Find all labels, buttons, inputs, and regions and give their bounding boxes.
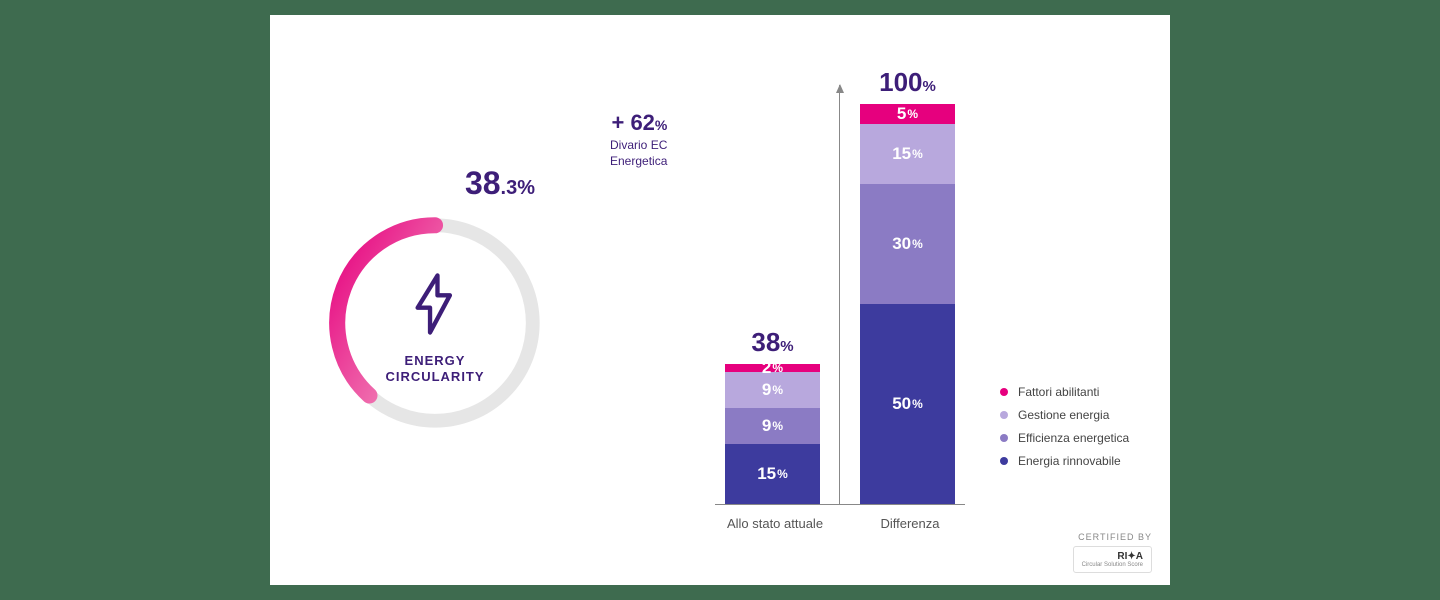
bar-xlabel-current: Allo stato attuale — [715, 516, 835, 531]
legend-dot — [1000, 434, 1008, 442]
bar-segment: 50% — [860, 304, 955, 504]
cert-badge: RI✦A Circular Solution Score — [1073, 546, 1152, 573]
bar-segment: 15% — [725, 444, 820, 504]
gauge-value-int: 38 — [465, 165, 501, 201]
gauge: 38.3% ENERGY CIRCULARITY — [305, 165, 565, 443]
bar-segment: 9% — [725, 372, 820, 408]
legend-dot — [1000, 457, 1008, 465]
legend-dot — [1000, 411, 1008, 419]
bar-segment: 15% — [860, 124, 955, 184]
legend-label: Gestione energia — [1018, 408, 1109, 422]
bar-total-target: 100% — [860, 67, 955, 98]
gauge-label-1: ENERGY — [405, 353, 466, 368]
legend-item: Efficienza energetica — [1000, 431, 1129, 445]
gauge-value-dec: .3% — [501, 177, 535, 199]
gauge-value: 38.3% — [305, 165, 565, 202]
y-axis-arrow — [839, 85, 840, 505]
stacked-bars: 2%9%9%15%38%Allo stato attuale5%15%30%50… — [715, 55, 975, 535]
bar-current: 2%9%9%15%38% — [725, 364, 820, 504]
cert-label: CERTIFIED BY — [1073, 532, 1152, 542]
legend-label: Energia rinnovabile — [1018, 454, 1121, 468]
bar-total-current: 38% — [725, 327, 820, 358]
infographic-card: 38.3% ENERGY CIRCULARITY + 62% Divario E… — [270, 15, 1170, 585]
bar-segment: 5% — [860, 104, 955, 124]
legend-label: Fattori abilitanti — [1018, 385, 1099, 399]
cert-sub: Circular Solution Score — [1082, 562, 1143, 568]
gap-sub-2: Energetica — [610, 154, 667, 168]
lightning-icon — [409, 273, 461, 335]
legend-item: Energia rinnovabile — [1000, 454, 1129, 468]
bar-segment: 30% — [860, 184, 955, 304]
certification: CERTIFIED BY RI✦A Circular Solution Scor… — [1073, 532, 1152, 573]
bar-target: 5%15%30%50%100% — [860, 104, 955, 504]
gap-value: + 62 — [611, 110, 654, 135]
gap-pct: % — [655, 117, 667, 133]
bar-segment: 2% — [725, 364, 820, 372]
gap-note: + 62% Divario EC Energetica — [610, 110, 667, 169]
cert-brand: RI✦A — [1117, 551, 1143, 562]
x-axis — [715, 504, 965, 505]
legend-item: Gestione energia — [1000, 408, 1129, 422]
bar-segment: 9% — [725, 408, 820, 444]
legend: Fattori abilitanti Gestione energia Effici… — [1000, 385, 1129, 477]
bar-xlabel-target: Differenza — [850, 516, 970, 531]
gauge-label-2: CIRCULARITY — [385, 369, 484, 384]
legend-item: Fattori abilitanti — [1000, 385, 1129, 399]
gauge-label: ENERGY CIRCULARITY — [305, 353, 565, 386]
legend-dot — [1000, 388, 1008, 396]
gap-sub-1: Divario EC — [610, 138, 667, 152]
legend-label: Efficienza energetica — [1018, 431, 1129, 445]
